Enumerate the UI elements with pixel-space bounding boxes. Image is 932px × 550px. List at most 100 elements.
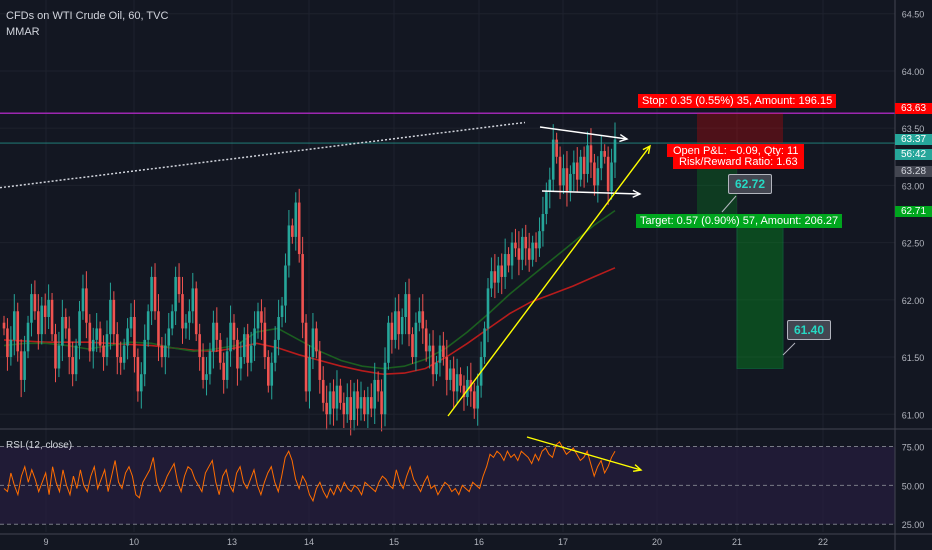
candle-body [534,242,538,249]
candle-body [67,328,71,358]
candle-body [356,391,359,409]
candle-body [6,328,9,358]
candle-body [194,288,198,335]
candle-body [242,334,246,358]
candle-body [109,299,112,335]
candle-body [191,288,195,312]
candle-body [9,339,13,358]
candle-body [112,299,116,335]
candle-body [37,311,40,335]
candle-body [246,334,250,363]
candle-body [188,311,191,323]
rsi-panel [0,441,895,525]
candle-body [476,385,479,409]
candle-body [466,379,469,398]
candle-body [119,357,123,363]
candle-body [150,276,153,312]
upper-pattern-arrow-head [619,133,629,143]
stop-label: Stop: 0.35 (0.55%) 35, Amount: 196.15 [638,94,837,108]
candle-body [236,339,239,369]
candle-body [345,397,349,415]
y-tick-label: 64.50 [902,10,925,20]
trend-up-arrow [447,145,651,417]
candle-body [229,322,232,352]
candle-body [284,265,287,306]
candle-body [496,265,500,283]
candle-body [33,294,37,312]
candle-body [579,156,582,180]
candle-body [404,294,407,317]
candle-body [325,402,328,415]
rsi-line [3,441,616,503]
candle-body [78,311,81,346]
candle-body [64,316,68,329]
candle-body [215,322,219,340]
candle-body [208,351,212,375]
candle-body [538,231,541,249]
candle-body [256,311,260,329]
candle-body [428,345,431,352]
candle-body [218,339,222,363]
candle-body [85,288,88,323]
x-tick-label: 22 [818,537,828,547]
candle-body [74,345,78,375]
candle-body [545,191,548,214]
candle-body [157,311,160,346]
candle-body [555,139,558,157]
candle-body [164,345,167,358]
candle-body [184,322,188,329]
x-tick-label: 9 [43,537,48,547]
axis-tag-entry: 63.28 [895,166,932,177]
candle-body [448,368,452,380]
price-tag-2: 61.40 [787,320,832,340]
candle-body [414,322,418,358]
x-tick-label: 10 [129,537,139,547]
candle-body [462,385,466,398]
target-zone-extended [736,216,784,369]
candle-body [455,374,459,392]
rr-label: Risk/Reward Ratio: 1.63 [673,156,804,169]
candle-body [390,322,394,340]
axis-tag-stop: 63.63 [895,103,932,114]
target-label: Target: 0.57 (0.90%) 57, Amount: 206.27 [636,214,843,228]
y-tick-label: 62.50 [902,239,925,249]
candle-body [613,139,617,163]
stop-zone [697,113,783,144]
candle-body [397,311,401,335]
candle-body [304,322,308,392]
rsi-tick-label: 75.00 [902,443,925,453]
candle-body [81,288,85,312]
y-tick-label: 64.00 [902,67,925,77]
candle-body [311,328,315,358]
candle-body [452,368,455,392]
candle-body [174,276,177,312]
candle-body [122,345,126,363]
candle-body [363,397,366,415]
y-tick-label: 62.00 [902,296,925,306]
candle-body [102,345,105,358]
trend-up-arrow-head [642,144,651,154]
candle-body [376,379,380,392]
candle-body [339,385,342,403]
candles [2,122,617,436]
indicator-name: MMAR [6,26,40,38]
candle-body [98,328,102,346]
candle-body [551,139,555,180]
candle-body [572,162,576,174]
y-tick-label: 61.50 [902,353,925,363]
pnl-label: Open P&L: −0.09, Qty: 11 [667,144,805,157]
candle-body [596,168,600,186]
candle-body [115,334,119,358]
candle-body [500,265,504,277]
candle-body [177,276,181,295]
candle-body [524,236,528,249]
upper-pattern-arrow [539,126,628,140]
candle-body [548,179,552,192]
y-tick-label: 63.50 [902,124,925,134]
candle-body [47,299,50,317]
candle-body [424,328,428,352]
x-tick-label: 15 [389,537,399,547]
candle-body [294,202,298,237]
candle-body [383,362,387,415]
candle-body [270,362,274,386]
